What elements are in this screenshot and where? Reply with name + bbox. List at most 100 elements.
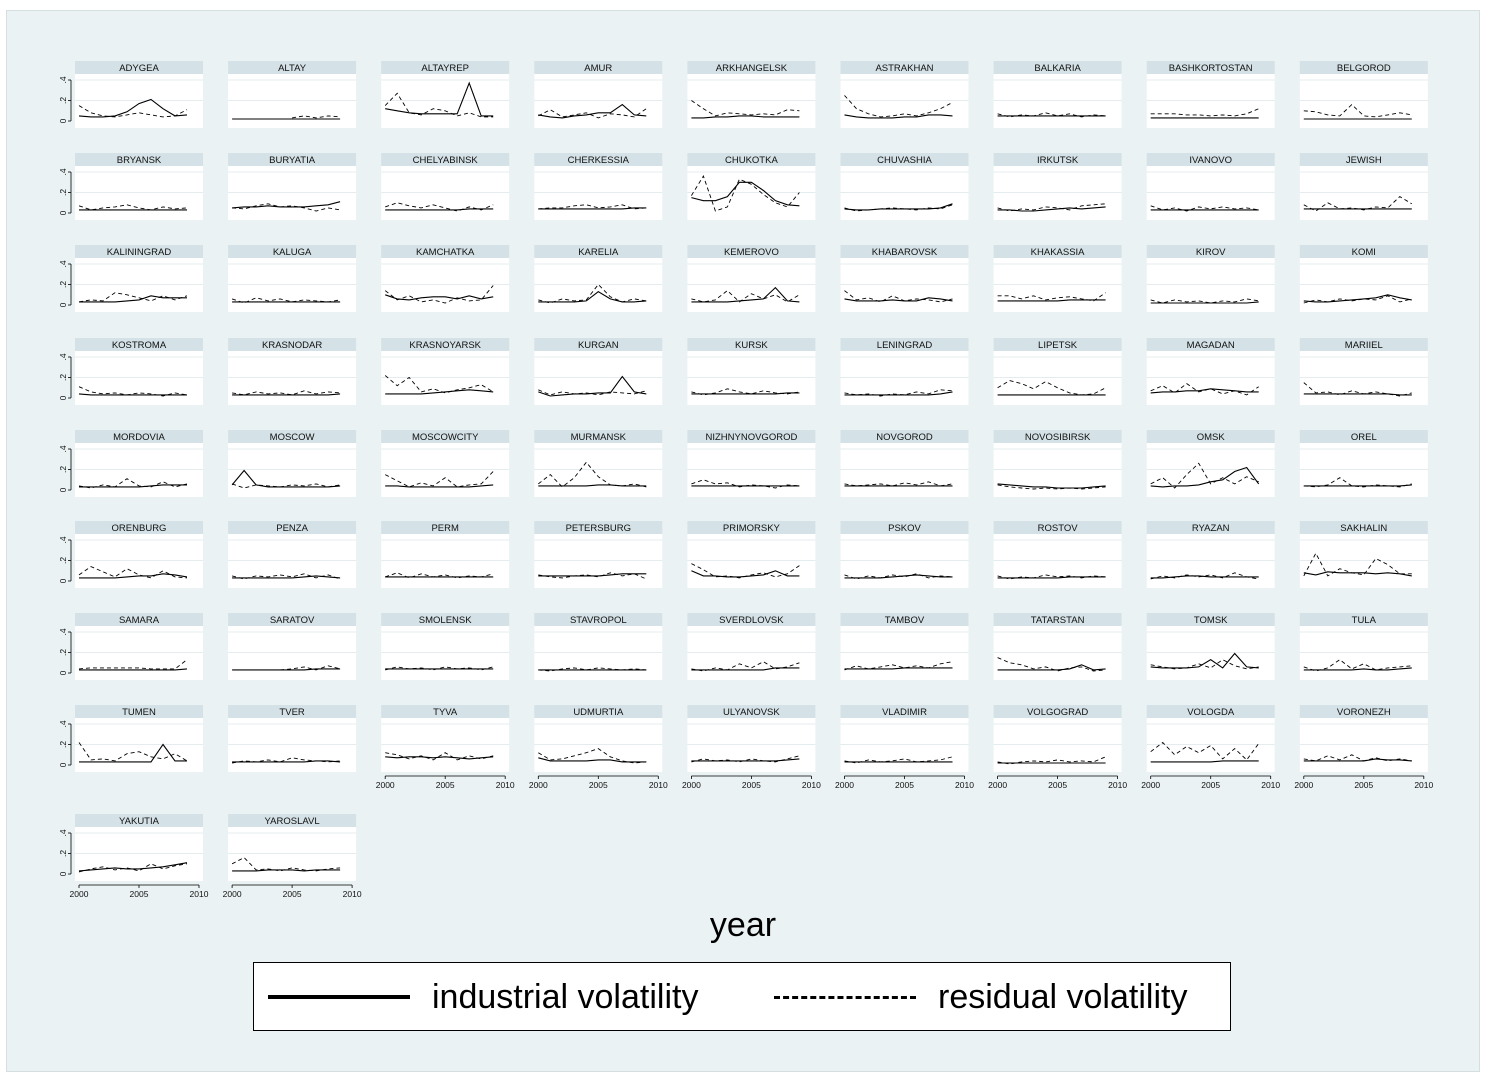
panel-title: ROSTOV: [1038, 523, 1079, 534]
residual-volatility-line: [691, 563, 800, 579]
panel-title: ARKHANGELSK: [716, 63, 788, 74]
x-tick-label: 2000: [835, 780, 854, 790]
industrial-volatility-line: [538, 484, 647, 487]
residual-volatility-line: [1303, 103, 1412, 118]
panel: PENZA: [228, 521, 357, 588]
residual-volatility-line: [280, 665, 341, 671]
panel-title: KOMI: [1352, 247, 1376, 258]
panel: KHABAROVSK: [840, 245, 969, 312]
panel-strip: [993, 613, 1122, 626]
residual-volatility-line: [844, 573, 953, 580]
x-tick-label: 2000: [1294, 780, 1313, 790]
panel: TUMEN 0 .2 .4: [58, 705, 203, 772]
panel-strip: [534, 521, 663, 534]
panel-strip: [1299, 153, 1428, 166]
y-tick-label: .4: [58, 76, 68, 83]
residual-volatility-line: [538, 461, 647, 488]
residual-volatility-line: [844, 290, 953, 303]
panel: RYAZAN: [1146, 521, 1275, 588]
residual-volatility-line: [385, 572, 494, 579]
panel: TULA: [1299, 613, 1428, 680]
legend-item-residual: residual volatility: [774, 977, 1187, 1017]
panel-strip: [75, 521, 203, 534]
panel: TAMBOV: [840, 613, 969, 680]
industrial-volatility-line: [691, 115, 800, 119]
panel: VLADIMIR 2000 2005 2010: [835, 705, 974, 790]
residual-volatility-line: [385, 752, 494, 761]
panel: ULYANOVSK 2000 2005 2010: [682, 705, 821, 790]
residual-volatility-line: [78, 292, 188, 303]
panel-title: CHUKOTKA: [725, 155, 778, 166]
x-tick-label: 2000: [988, 780, 1007, 790]
residual-volatility-line: [292, 115, 341, 119]
panel: ASTRAKHAN: [840, 61, 969, 128]
panel-title: KALUGA: [273, 247, 312, 258]
panel-title: TOMSK: [1194, 615, 1228, 626]
panel-strip: [1146, 61, 1275, 74]
panel-strip: [381, 153, 510, 166]
panel-strip: [534, 245, 663, 258]
panel: MOSCOW: [228, 430, 357, 497]
y-tick-label: .4: [58, 260, 68, 267]
panel: YAKUTIA 0 .2 .4 2000 2005 2010: [58, 814, 209, 899]
panel-title: KURSK: [735, 340, 768, 351]
residual-volatility-line: [844, 389, 953, 397]
panel-strip: [840, 613, 969, 626]
industrial-volatility-line: [385, 756, 494, 760]
panel-strip: [840, 521, 969, 534]
panel-strip: [1299, 61, 1428, 74]
industrial-volatility-line: [538, 375, 647, 397]
residual-volatility-line: [78, 386, 188, 397]
residual-volatility-line: [1303, 754, 1412, 762]
industrial-volatility-line: [232, 760, 341, 763]
x-tick-label: 2010: [343, 889, 362, 899]
y-tick-label: 0: [58, 302, 68, 307]
x-tick-label: 2010: [190, 889, 209, 899]
industrial-volatility-line: [1303, 571, 1412, 577]
residual-volatility-line: [538, 283, 647, 304]
panel-title: MAGADAN: [1187, 340, 1235, 351]
y-tick-label: 0: [58, 578, 68, 583]
panel: MOSCOWCITY: [381, 430, 510, 497]
residual-volatility-line: [1150, 462, 1259, 489]
panel-strip: [1299, 338, 1428, 351]
x-tick-label: 2010: [1261, 780, 1280, 790]
industrial-volatility-line: [538, 103, 647, 119]
panel-title: STAVROPOL: [570, 615, 627, 626]
panel-title: PENZA: [276, 523, 308, 534]
panel-title: IVANOVO: [1189, 155, 1232, 166]
panel: KARELIA: [534, 245, 663, 312]
residual-volatility-line: [385, 202, 494, 212]
residual-volatility-line: [1150, 205, 1259, 212]
industrial-volatility-line: [844, 114, 953, 119]
panel: LIPETSK: [993, 338, 1122, 405]
panel-title: BELGOROD: [1337, 63, 1391, 74]
panel-strip: [75, 430, 203, 443]
residual-volatility-line: [691, 100, 800, 117]
panel-strip: [687, 61, 816, 74]
industrial-volatility-line: [231, 469, 341, 488]
y-tick-label: .4: [58, 445, 68, 452]
residual-volatility-line: [691, 479, 800, 489]
industrial-volatility-line: [232, 393, 341, 396]
industrial-volatility-line: [232, 668, 341, 671]
panel-strip: [687, 430, 816, 443]
panel-title: SMOLENSK: [419, 615, 472, 626]
industrial-volatility-line: [79, 484, 187, 488]
panel-strip: [534, 153, 663, 166]
y-tick-label: .2: [58, 557, 68, 564]
panel-strip: [228, 153, 357, 166]
industrial-volatility-line: [1150, 760, 1259, 763]
panel: KOMI: [1299, 245, 1428, 312]
residual-volatility-line: [231, 297, 341, 304]
y-tick-label: .4: [58, 628, 68, 635]
industrial-volatility-line: [844, 574, 953, 579]
industrial-volatility-line: [232, 201, 341, 209]
panel: BASHKORTOSTAN: [1146, 61, 1275, 128]
panel-title: SVERDLOVSK: [719, 615, 784, 626]
industrial-volatility-line: [1150, 388, 1259, 394]
residual-volatility-line: [231, 483, 341, 489]
residual-volatility-line: [78, 863, 188, 873]
panel: UDMURTIA 2000 2005 2010: [529, 705, 668, 790]
panel-strip: [1146, 245, 1275, 258]
